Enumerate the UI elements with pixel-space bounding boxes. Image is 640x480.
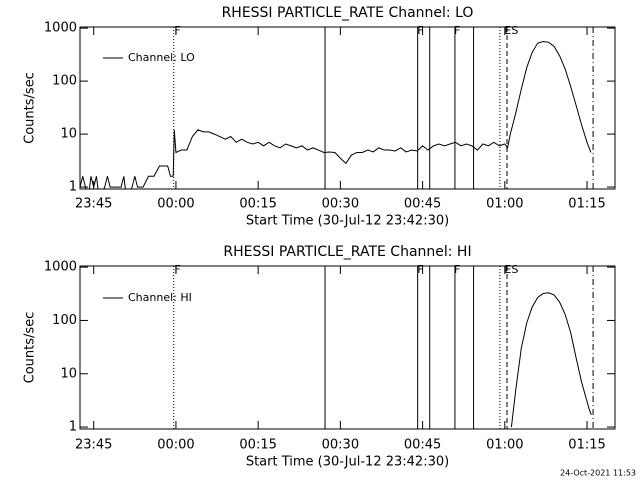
x-tick-label: 00:45: [404, 197, 441, 212]
series-line: [510, 292, 592, 428]
legend-label: Channel: HI: [128, 291, 192, 304]
plot-frame: [79, 265, 616, 430]
annotation: ES: [504, 24, 518, 37]
annotation: ES: [504, 263, 518, 276]
x-tick-label: 00:00: [157, 438, 194, 453]
chart-title: RHESSI PARTICLE_RATE Channel: LO: [222, 5, 474, 21]
y-tick-label: 100: [52, 313, 77, 328]
annotation: F: [417, 24, 423, 37]
annotation: F: [454, 263, 460, 276]
footer: 24-Oct-2021 11:53: [560, 469, 636, 478]
x-tick-label: 01:15: [568, 197, 605, 212]
x-tick-label: 00:30: [322, 197, 359, 212]
x-tick-label: 00:30: [322, 438, 359, 453]
legend-label: Channel: LO: [128, 51, 195, 64]
y-tick-label: 10: [60, 127, 77, 142]
y-tick-label: 1000: [44, 260, 77, 275]
x-tick-label: 01:00: [486, 438, 523, 453]
x-tick-label: 01:15: [568, 438, 605, 453]
y-tick-label: 100: [52, 74, 77, 89]
annotation: F: [454, 24, 460, 37]
x-axis-title: Start Time (30-Jul-12 23:42:30): [246, 455, 449, 470]
x-tick-label: 23:45: [75, 197, 112, 212]
y-tick-label: 1: [69, 420, 77, 435]
y-tick-label: 10: [60, 366, 77, 381]
annotation: F: [174, 24, 180, 37]
x-tick-label: 00:15: [239, 197, 276, 212]
x-tick-label: 00:45: [404, 438, 441, 453]
x-tick-label: 23:45: [75, 438, 112, 453]
x-tick-label: 00:00: [157, 197, 194, 212]
y-tick-label: 1: [69, 180, 77, 195]
y-tick-label: 1000: [44, 21, 77, 36]
chart-title: RHESSI PARTICLE_RATE Channel: HI: [223, 244, 471, 260]
annotation: F: [417, 263, 423, 276]
plot-frame: [79, 26, 616, 190]
x-axis-title: Start Time (30-Jul-12 23:42:30): [246, 214, 449, 229]
annotation: F: [174, 263, 180, 276]
x-tick-label: 01:00: [486, 197, 523, 212]
series-line: [80, 40, 592, 189]
y-axis-title: Counts/sec: [23, 312, 38, 384]
y-axis-title: Counts/sec: [23, 72, 38, 144]
x-tick-label: 00:15: [239, 438, 276, 453]
